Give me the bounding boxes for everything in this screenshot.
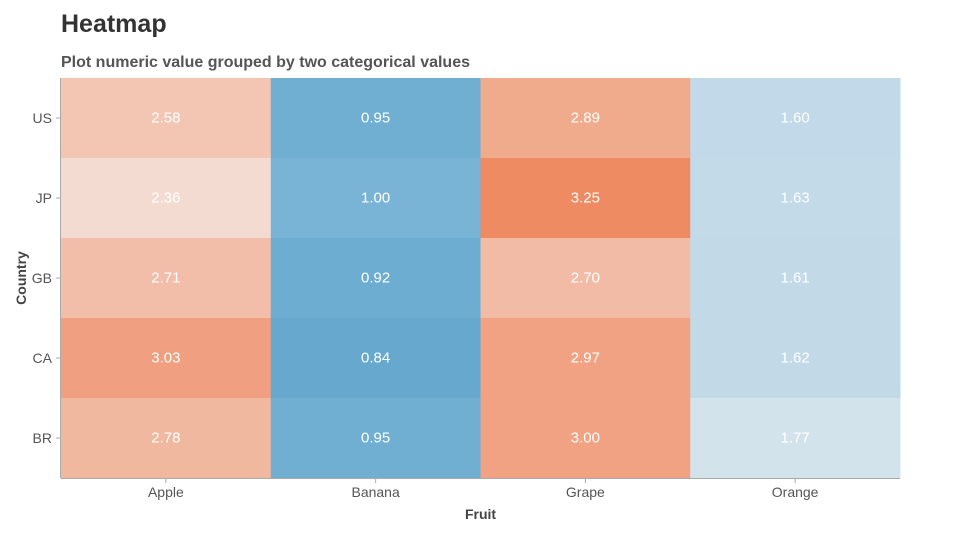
cell-value-label-jp-grape: 3.25 [571, 190, 600, 207]
y-axis-title: Country [13, 251, 29, 305]
y-tick-label-ca: CA [33, 350, 53, 366]
heatmap-cell-gb-orange [690, 238, 901, 319]
y-tick-label-gb: GB [32, 270, 52, 286]
cell-value-label-br-banana: 0.95 [361, 430, 390, 447]
heatmap-cell-us-orange [690, 78, 901, 159]
heatmap-cell-ca-orange [690, 318, 901, 399]
heatmap-cell-jp-banana [270, 158, 481, 239]
cell-value-label-gb-apple: 2.71 [151, 270, 180, 287]
cell-value-label-jp-orange: 1.63 [781, 190, 810, 207]
heatmap-cell-br-orange [690, 398, 901, 479]
x-tick-label-grape: Grape [566, 484, 605, 500]
x-tick-label-banana: Banana [351, 484, 399, 500]
heatmap-cells: 2.58 0.95 2.89 1.60 2.36 1.00 3.25 1.63 2.71 0.92… [61, 78, 901, 479]
heatmap-cell-gb-banana [270, 238, 481, 319]
heatmap-cell-us-apple [61, 78, 272, 159]
x-axis: Apple Banana Grape Orange [61, 478, 900, 500]
cell-value-label-us-banana: 0.95 [361, 110, 390, 127]
cell-value-label-gb-orange: 1.61 [781, 270, 810, 287]
heatmap-cell-gb-grape [480, 238, 691, 319]
cell-value-label-jp-banana: 1.00 [361, 190, 390, 207]
cell-value-label-gb-grape: 2.70 [571, 270, 600, 287]
x-tick-label-orange: Orange [772, 484, 819, 500]
heatmap-cell-jp-grape [480, 158, 691, 239]
cell-value-label-br-grape: 3.00 [571, 430, 600, 447]
heatmap-cell-ca-grape [480, 318, 691, 399]
heatmap-cell-br-apple [61, 398, 272, 479]
cell-value-label-br-apple: 2.78 [151, 430, 180, 447]
cell-value-label-ca-banana: 0.84 [361, 350, 390, 367]
heatmap-cell-ca-apple [61, 318, 272, 399]
cell-value-label-ca-grape: 2.97 [571, 350, 600, 367]
cell-value-label-jp-apple: 2.36 [151, 190, 180, 207]
cell-value-label-ca-apple: 3.03 [151, 350, 180, 367]
cell-value-label-us-apple: 2.58 [151, 110, 180, 127]
cell-value-label-br-orange: 1.77 [781, 430, 810, 447]
y-tick-label-us: US [33, 110, 52, 126]
heatmap-cell-us-grape [480, 78, 691, 159]
x-axis-title: Fruit [465, 506, 496, 522]
heatmap-cell-br-banana [270, 398, 481, 479]
heatmap-cell-jp-apple [61, 158, 272, 239]
heatmap-cell-ca-banana [270, 318, 481, 399]
heatmap-cell-jp-orange [690, 158, 901, 239]
heatmap-cell-br-grape [480, 398, 691, 479]
heatmap-cell-us-banana [270, 78, 481, 159]
cell-value-label-gb-banana: 0.92 [361, 270, 390, 287]
heatmap-cell-gb-apple [61, 238, 272, 319]
cell-value-label-us-orange: 1.60 [781, 110, 810, 127]
y-tick-label-jp: JP [36, 190, 52, 206]
chart-title: Heatmap [61, 10, 167, 38]
cell-value-label-us-grape: 2.89 [571, 110, 600, 127]
x-tick-label-apple: Apple [148, 484, 184, 500]
y-axis: US JP GB CA BR [32, 78, 61, 478]
cell-value-label-ca-orange: 1.62 [781, 350, 810, 367]
y-tick-label-br: BR [33, 430, 52, 446]
chart-subtitle: Plot numeric value grouped by two catego… [61, 54, 470, 71]
